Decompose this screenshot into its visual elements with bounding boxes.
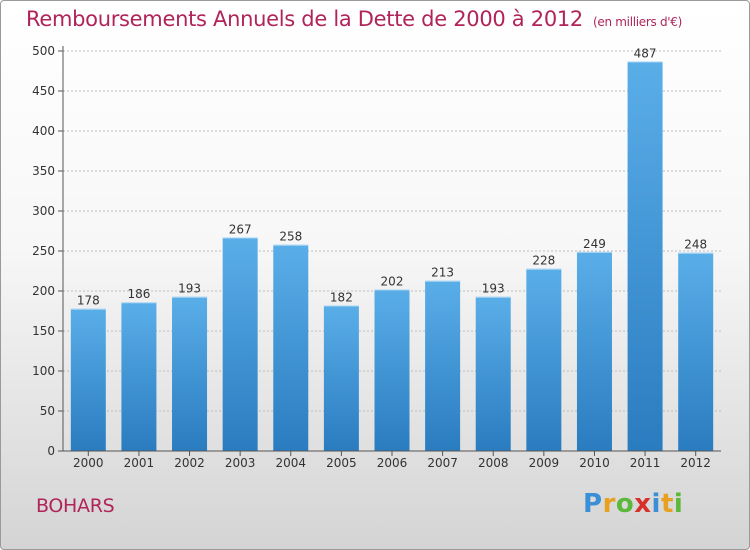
bar-value-label: 178 <box>77 294 100 308</box>
bar-value-label: 228 <box>532 254 555 268</box>
x-tick-label: 2001 <box>124 456 155 470</box>
bar-value-label: 202 <box>381 274 404 288</box>
bar <box>121 302 157 451</box>
x-tick-label: 2010 <box>579 456 610 470</box>
axes: 0 50 100 150 200 250 300 350 400 450 500 2000 2001 20… <box>32 44 721 470</box>
logo-letter: i <box>651 489 661 519</box>
chart-title: Remboursements Annuels de la Dette de 20… <box>26 7 682 31</box>
commune-name: BOHARS <box>36 495 115 517</box>
proxiti-logo: Proxiti <box>583 489 683 519</box>
x-tick-label: 2009 <box>529 456 560 470</box>
bar-value-label: 193 <box>178 282 201 296</box>
x-tick-label: 2008 <box>478 456 509 470</box>
bar-value-label: 193 <box>482 282 505 296</box>
chart-title-text: Remboursements Annuels de la Dette de 20… <box>26 7 583 31</box>
y-tick-label: 0 <box>47 444 55 458</box>
bars: 178 186 193 267 258 182 202 213 193 228 249 487 248 <box>70 46 714 452</box>
bar-value-label: 186 <box>127 287 150 301</box>
y-tick-label: 500 <box>32 44 55 58</box>
logo-letter: i <box>673 489 684 519</box>
bar <box>526 268 562 451</box>
x-tick-label: 2002 <box>174 456 205 470</box>
bar <box>273 244 309 451</box>
logo-letter: x <box>634 489 652 519</box>
bar-value-label: 249 <box>583 237 606 251</box>
x-tick-label: 2005 <box>326 456 357 470</box>
y-tick-label: 150 <box>32 324 55 338</box>
x-tick-label: 2006 <box>377 456 408 470</box>
x-tick-label: 2004 <box>275 456 306 470</box>
y-tick-label: 250 <box>32 244 55 258</box>
logo-letter: t <box>660 489 674 519</box>
x-tick-label: 2007 <box>427 456 458 470</box>
bar <box>627 61 663 452</box>
x-tick-label: 2003 <box>225 456 256 470</box>
y-tick-label: 450 <box>32 84 55 98</box>
y-tick-label: 350 <box>32 164 55 178</box>
bar <box>70 308 106 451</box>
logo-letter: P <box>583 489 603 519</box>
logo-letter: r <box>602 489 616 519</box>
bar <box>576 251 612 451</box>
bar-value-label: 182 <box>330 290 353 304</box>
y-tick-label: 50 <box>40 404 55 418</box>
y-tick-label: 400 <box>32 124 55 138</box>
x-tick-label: 2000 <box>73 456 104 470</box>
x-tick-label: 2012 <box>680 456 711 470</box>
bar-value-label: 213 <box>431 266 454 280</box>
bar <box>374 289 410 451</box>
y-tick-label: 300 <box>32 204 55 218</box>
chart-unit: (en milliers d'€) <box>593 15 683 29</box>
bar <box>678 252 714 451</box>
y-tick-label: 100 <box>32 364 55 378</box>
bar-value-label: 258 <box>279 230 302 244</box>
y-tick-label: 200 <box>32 284 55 298</box>
bar <box>172 296 208 451</box>
bar <box>323 305 359 451</box>
bar <box>425 280 461 451</box>
bar-value-label: 487 <box>634 46 657 60</box>
bar <box>222 237 258 451</box>
bar-value-label: 248 <box>684 238 707 252</box>
bar-value-label: 267 <box>229 222 252 236</box>
x-tick-label: 2011 <box>630 456 661 470</box>
bar <box>475 296 511 451</box>
logo-letter: o <box>615 489 635 519</box>
